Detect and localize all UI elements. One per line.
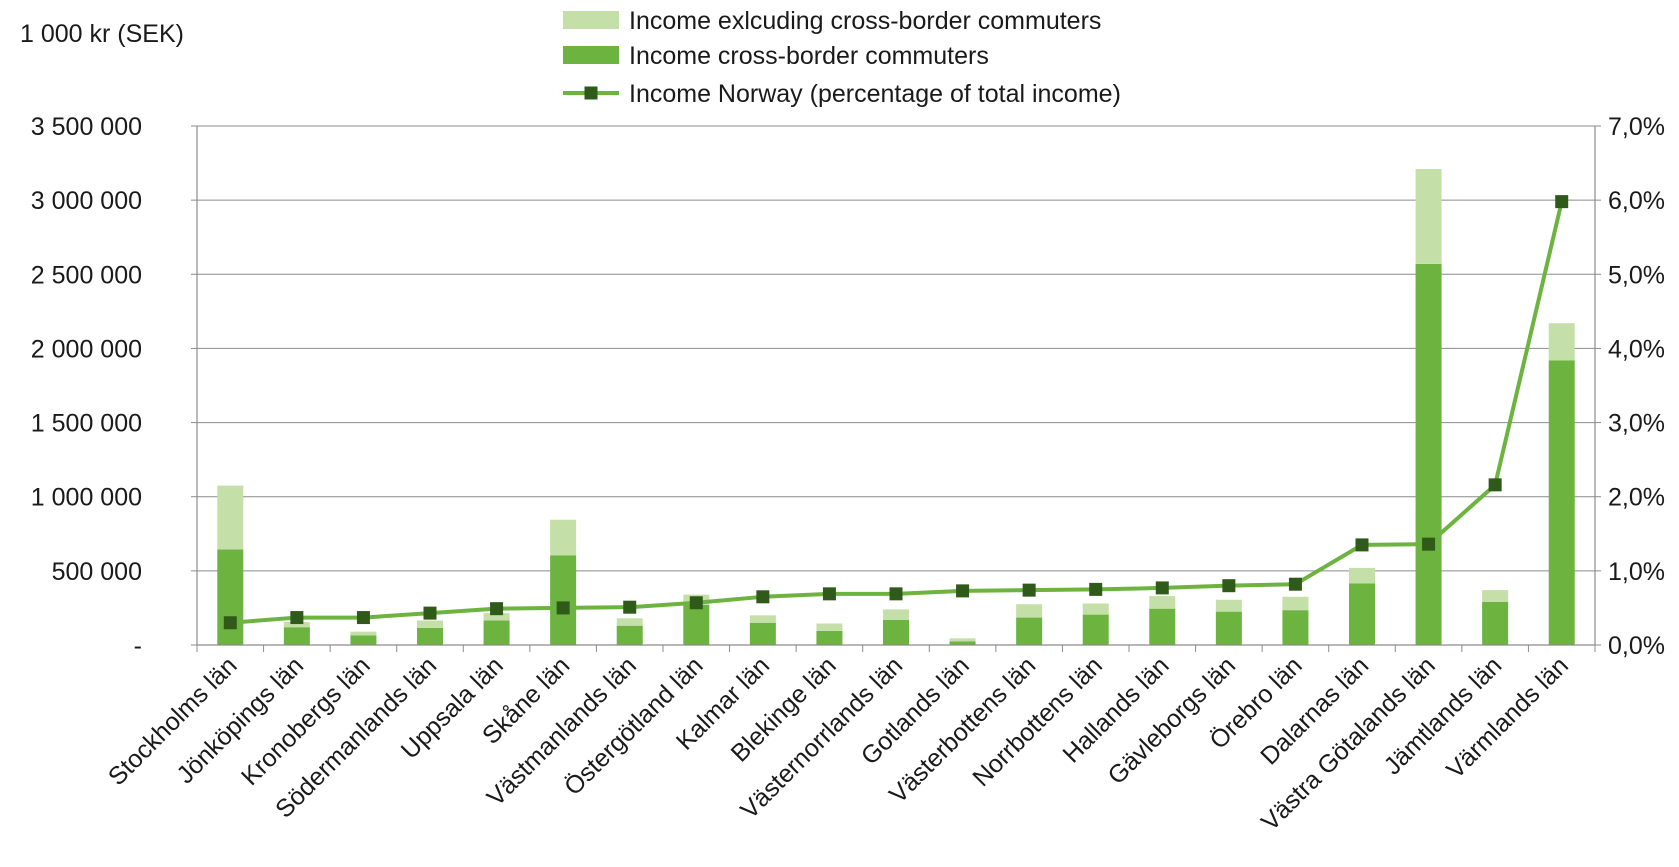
bar-income-cross-border-commuters — [1215, 611, 1242, 645]
bar-income-cross-border-commuters — [616, 625, 643, 645]
line-marker — [1089, 582, 1103, 596]
right-axis-ticks: 0,0% 1,0% 2,0% 3,0% 4,0% 5,0% 6,0% 7,0% — [1608, 113, 1665, 660]
right-tick-label: 5,0% — [1608, 261, 1665, 289]
right-tick-label: 4,0% — [1608, 335, 1665, 363]
bar-income-exlcuding-cross-border-commuters — [283, 622, 310, 628]
left-tick-label: 1 500 000 — [31, 410, 142, 438]
bar-income-exlcuding-cross-border-commuters — [1415, 169, 1442, 264]
bar-income-exlcuding-cross-border-commuters — [616, 618, 643, 626]
bar-income-exlcuding-cross-border-commuters — [1215, 599, 1242, 612]
right-tick-label: 3,0% — [1608, 410, 1665, 438]
line-marker — [1155, 581, 1169, 595]
legend-label: Income exlcuding cross-border commuters — [629, 7, 1101, 35]
bar-income-cross-border-commuters — [749, 622, 776, 645]
bar-income-exlcuding-cross-border-commuters — [1016, 604, 1043, 618]
bar-income-cross-border-commuters — [1548, 360, 1575, 645]
right-tick-label: 1,0% — [1608, 558, 1665, 586]
line-marker — [1222, 579, 1236, 593]
line-marker — [822, 587, 836, 601]
left-tick-label: - — [134, 632, 142, 660]
bar-income-exlcuding-cross-border-commuters — [883, 609, 909, 620]
bar-income-cross-border-commuters — [483, 620, 510, 645]
bar-income-exlcuding-cross-border-commuters — [1282, 596, 1309, 611]
left-tick-label: 500 000 — [52, 558, 142, 586]
bar-income-cross-border-commuters — [949, 641, 976, 645]
right-tick-label: 7,0% — [1608, 113, 1665, 141]
left-axis-ticks: - 500 000 1 000 000 1 500 000 2 000 000 2 500… — [31, 113, 142, 660]
bars — [217, 169, 1575, 645]
line-marker — [356, 611, 370, 625]
line-marker — [490, 602, 504, 616]
line-marker — [1555, 195, 1569, 209]
line-marker — [1488, 478, 1502, 492]
category-label: Jämtlands län — [1379, 651, 1508, 780]
bar-income-exlcuding-cross-border-commuters — [217, 485, 244, 550]
line-marker — [1422, 537, 1436, 551]
bar-income-cross-border-commuters — [1016, 617, 1043, 645]
bar-income-cross-border-commuters — [217, 549, 244, 645]
line-income-norway — [230, 201, 1564, 625]
line-marker — [889, 587, 903, 601]
bar-income-cross-border-commuters — [1415, 263, 1442, 645]
line-marker — [290, 611, 304, 625]
bar-income-cross-border-commuters — [1149, 608, 1176, 645]
bar-income-exlcuding-cross-border-commuters — [1082, 603, 1109, 615]
bar-income-exlcuding-cross-border-commuters — [816, 623, 843, 631]
legend-label: Income Norway (percentage of total incom… — [629, 80, 1121, 108]
bar-income-exlcuding-cross-border-commuters — [949, 638, 976, 642]
bar-income-exlcuding-cross-border-commuters — [1349, 567, 1375, 584]
bar-income-cross-border-commuters — [283, 627, 310, 645]
bar-income-cross-border-commuters — [1282, 610, 1309, 645]
line-marker — [1022, 583, 1036, 597]
bar-income-cross-border-commuters — [350, 635, 377, 645]
left-tick-label: 3 000 000 — [31, 187, 142, 215]
left-tick-label: 2 000 000 — [31, 335, 142, 363]
legend-swatch-marker — [584, 86, 598, 100]
bar-income-cross-border-commuters — [1082, 614, 1109, 645]
bar-income-cross-border-commuters — [1482, 601, 1509, 645]
legend-swatch — [563, 11, 619, 29]
line-marker — [756, 590, 770, 604]
bar-income-exlcuding-cross-border-commuters — [1482, 590, 1509, 602]
bar-income-exlcuding-cross-border-commuters — [1149, 596, 1176, 609]
line-marker — [1355, 538, 1369, 552]
right-tick-label: 0,0% — [1608, 632, 1665, 660]
line-marker — [423, 606, 437, 620]
legend-label: Income cross-border commuters — [629, 42, 989, 70]
bar-income-exlcuding-cross-border-commuters — [749, 615, 776, 623]
bar-income-exlcuding-cross-border-commuters — [550, 519, 577, 556]
line-marker — [956, 584, 970, 598]
left-axis-unit-label: 1 000 kr (SEK) — [20, 20, 184, 48]
category-label: Värmlands län — [1441, 651, 1574, 784]
bar-income-cross-border-commuters — [816, 630, 843, 645]
line-marker — [689, 596, 703, 610]
line-marker — [223, 616, 237, 630]
gridlines — [197, 125, 1595, 572]
left-tick-label: 2 500 000 — [31, 261, 142, 289]
right-tick-label: 2,0% — [1608, 484, 1665, 512]
bar-income-cross-border-commuters — [1349, 583, 1375, 645]
bar-income-exlcuding-cross-border-commuters — [1548, 323, 1575, 361]
line-marker — [623, 600, 637, 614]
bar-income-cross-border-commuters — [683, 604, 710, 645]
axes — [191, 125, 1601, 652]
right-tick-label: 6,0% — [1608, 187, 1665, 215]
left-tick-label: 3 500 000 — [31, 113, 142, 141]
line-marker — [556, 601, 570, 615]
bar-income-exlcuding-cross-border-commuters — [417, 620, 443, 628]
bar-income-exlcuding-cross-border-commuters — [350, 631, 377, 636]
legend: Income exlcuding cross-border commuters I… — [563, 7, 1121, 108]
bar-income-cross-border-commuters — [550, 555, 577, 645]
line-marker — [1288, 577, 1302, 591]
legend-swatch — [563, 46, 619, 64]
bar-income-cross-border-commuters — [417, 627, 443, 645]
bar-income-cross-border-commuters — [883, 619, 909, 645]
left-tick-label: 1 000 000 — [31, 484, 142, 512]
bar-income-exlcuding-cross-border-commuters — [483, 613, 510, 621]
line-series — [223, 195, 1569, 630]
